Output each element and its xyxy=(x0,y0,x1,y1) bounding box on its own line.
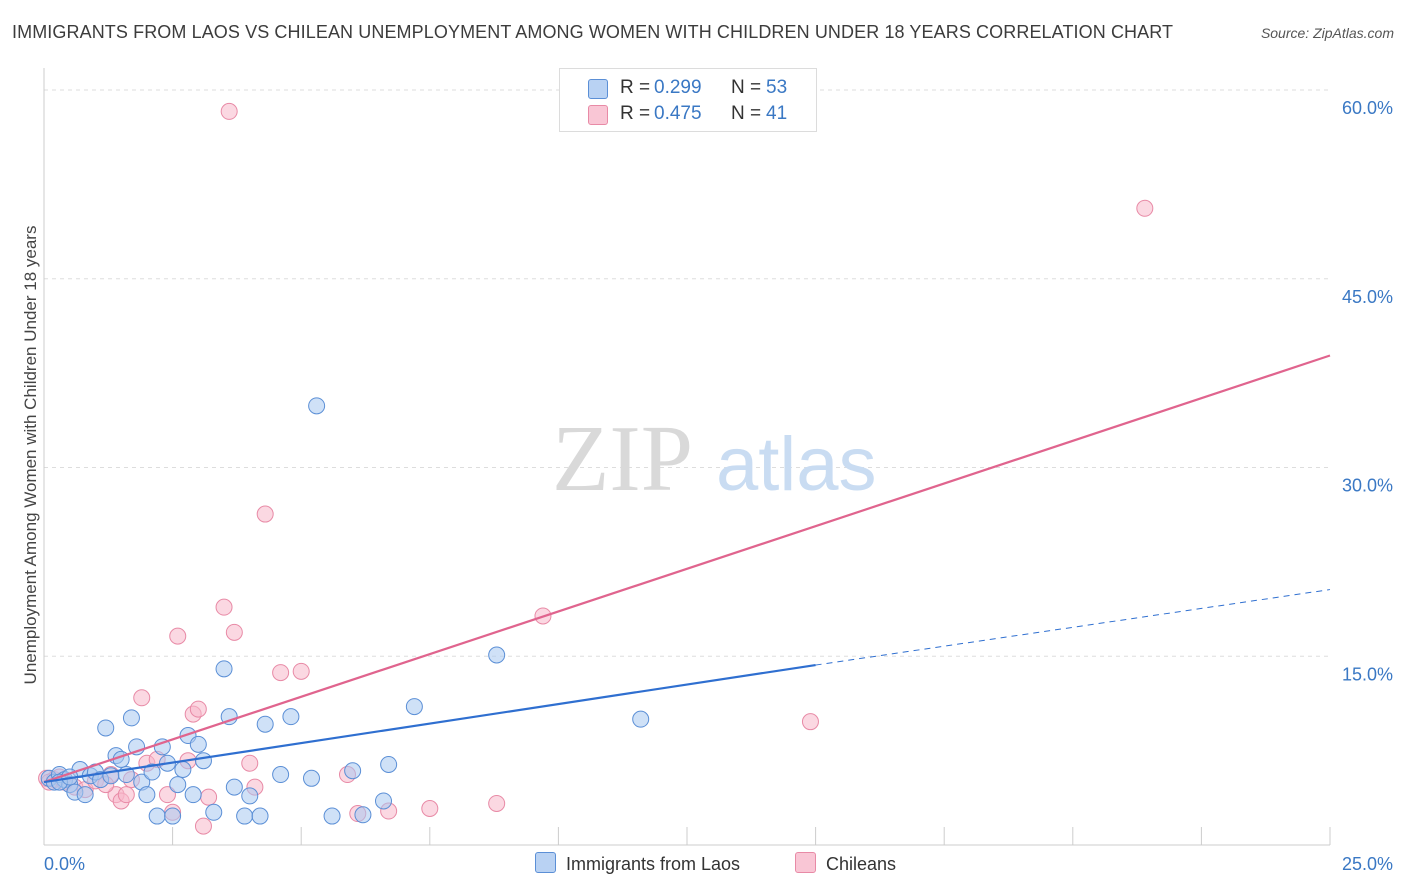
legend-laos-n: 53 xyxy=(766,77,788,98)
chileans-point xyxy=(215,598,233,616)
legend-chile-n: 41 xyxy=(766,103,788,124)
grid-lines xyxy=(44,89,1330,657)
x-tick-label: 0.0% xyxy=(44,854,85,874)
y-axis-label: Unemployment Among Women with Children U… xyxy=(21,226,40,685)
chileans-point xyxy=(133,689,151,707)
laos-point xyxy=(251,807,269,825)
chileans-point xyxy=(194,817,212,835)
laos-point xyxy=(220,708,238,726)
laos-point xyxy=(282,708,300,726)
laos-trend-line xyxy=(43,663,816,784)
laos-point xyxy=(241,787,259,805)
laos-point xyxy=(148,807,166,825)
laos-point xyxy=(174,761,192,778)
laos-point xyxy=(256,715,274,733)
legend-row-chileans: R = 0.475 N = 41 xyxy=(560,101,816,127)
laos-point xyxy=(143,763,161,781)
laos-point xyxy=(76,786,94,804)
laos-point xyxy=(153,738,171,756)
y-tick-label: 15.0% xyxy=(1342,664,1393,684)
y-tick-label: 45.0% xyxy=(1342,287,1393,307)
laos-point xyxy=(405,698,423,716)
laos-point xyxy=(323,807,341,825)
tick-labels: 15.0% 30.0% 45.0% 60.0% 0.0% 25.0% xyxy=(44,98,1393,874)
laos-point xyxy=(302,769,320,787)
laos-legend-swatch xyxy=(535,852,556,873)
chileans-trend-line xyxy=(43,354,1331,784)
laos-point xyxy=(215,660,233,678)
correlation-legend: R = 0.299 N = 53 R = 0.475 N = 41 xyxy=(559,68,817,132)
chileans-point xyxy=(1136,199,1154,217)
chileans-point xyxy=(220,102,238,120)
laos-point xyxy=(194,752,212,770)
laos-point xyxy=(122,709,140,727)
chileans-point xyxy=(169,627,187,645)
laos-point xyxy=(488,646,506,664)
bottom-legend-laos: Immigrants from Laos xyxy=(535,852,740,875)
laos-point xyxy=(164,807,182,825)
legend-n-label: N = xyxy=(731,77,762,98)
chart-title: IMMIGRANTS FROM LAOS VS CHILEAN UNEMPLOY… xyxy=(12,22,1174,42)
laos-trend-extension xyxy=(815,589,1331,666)
trend-lines xyxy=(43,354,1331,784)
legend-n-label: N = xyxy=(731,103,762,124)
laos-point xyxy=(184,786,202,804)
chileans-legend-swatch xyxy=(795,852,816,873)
laos-point xyxy=(138,786,156,804)
laos-point xyxy=(632,710,650,728)
watermark-atlas: atlas xyxy=(716,422,877,507)
x-tick-label: 25.0% xyxy=(1342,854,1393,874)
axes xyxy=(43,68,1331,846)
y-tick-label: 30.0% xyxy=(1342,476,1393,496)
legend-r-label: R = xyxy=(620,103,651,124)
chileans-point xyxy=(225,623,243,641)
chileans-point xyxy=(292,662,310,680)
chileans-point xyxy=(117,786,135,804)
laos-point xyxy=(236,807,254,825)
laos-point xyxy=(380,755,398,773)
chileans-point xyxy=(256,505,274,523)
chileans-point xyxy=(241,754,259,772)
bottom-legend-chileans: Chileans xyxy=(795,852,896,875)
legend-row-laos: R = 0.299 N = 53 xyxy=(560,75,816,101)
legend-laos-r: 0.299 xyxy=(654,77,702,98)
chileans-point xyxy=(488,794,506,812)
chileans-swatch xyxy=(588,105,608,125)
laos-legend-label: Immigrants from Laos xyxy=(566,854,741,874)
laos-point xyxy=(189,735,207,753)
chileans-point xyxy=(801,713,819,731)
laos-point xyxy=(354,806,372,824)
legend-r-label: R = xyxy=(620,77,651,98)
laos-point xyxy=(272,766,290,784)
chileans-point xyxy=(189,700,207,718)
legend-chile-r: 0.475 xyxy=(654,103,702,124)
laos-point xyxy=(308,397,326,415)
laos-point xyxy=(225,778,243,796)
source-credit: Source: ZipAtlas.com xyxy=(1260,25,1394,41)
chileans-point xyxy=(158,786,176,804)
chileans-legend-label: Chileans xyxy=(826,854,897,874)
y-tick-label: 60.0% xyxy=(1342,98,1393,118)
laos-swatch xyxy=(588,79,608,99)
laos-point xyxy=(375,792,393,810)
watermark-zip: ZIP xyxy=(552,407,693,511)
chileans-point xyxy=(272,664,290,682)
laos-point xyxy=(169,776,187,794)
chileans-point xyxy=(421,800,439,818)
laos-point xyxy=(344,762,362,780)
laos-point xyxy=(205,803,223,821)
chileans-point xyxy=(200,788,218,806)
laos-point xyxy=(97,719,115,737)
